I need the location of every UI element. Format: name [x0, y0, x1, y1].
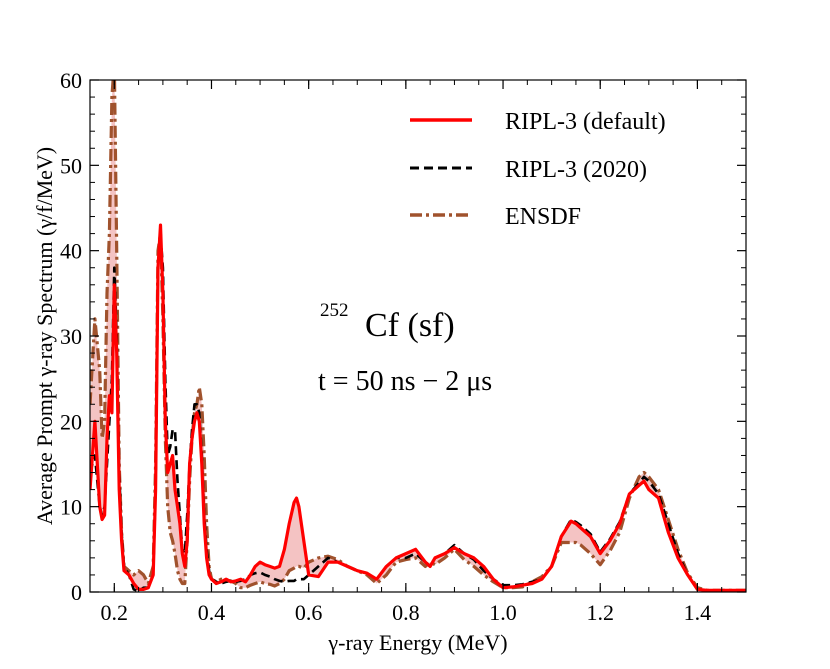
y-tick-label: 50 [60, 153, 82, 178]
tick-layer: 0.2 0.4 0.6 0.8 1.0 1.2 1.4 0 10 20 30 40 50 60 [60, 68, 747, 625]
y-tick-label: 60 [60, 68, 82, 93]
legend-label-ensdf: ENSDF [505, 204, 581, 230]
y-tick-label: 0 [71, 580, 82, 605]
y-tick-label: 30 [60, 324, 82, 349]
x-tick-label: 0.8 [392, 600, 420, 625]
annotation-isotope: Cf (sf) [365, 307, 455, 344]
x-tick-label: 0.6 [295, 600, 323, 625]
y-axis-label: Average Prompt γ-ray Spectrum (γ/f/MeV) [32, 147, 57, 525]
series-layer [90, 80, 746, 592]
x-tick-label: 1.2 [586, 600, 614, 625]
y-tick-label: 10 [60, 495, 82, 520]
legend: RIPL-3 (default) RIPL-3 (2020) ENSDF [410, 109, 666, 230]
x-axis-label: γ-ray Energy (MeV) [327, 630, 507, 655]
annotation-isotope-mass: 252 [320, 300, 349, 321]
legend-label-ripl3-default: RIPL-3 (default) [505, 109, 666, 135]
x-tick-label: 1.0 [489, 600, 517, 625]
x-tick-label: 0.4 [198, 600, 226, 625]
y-tick-label: 40 [60, 239, 82, 264]
annotations: 252 Cf (sf) t = 50 ns − 2 μs [318, 300, 492, 397]
y-tick-label: 20 [60, 409, 82, 434]
series-line-ripl3-default [90, 223, 746, 592]
annotation-time-window: t = 50 ns − 2 μs [318, 366, 492, 397]
x-tick-label: 0.2 [101, 600, 129, 625]
legend-label-ripl3-2020: RIPL-3 (2020) [505, 157, 647, 183]
x-tick-label: 1.4 [684, 600, 712, 625]
